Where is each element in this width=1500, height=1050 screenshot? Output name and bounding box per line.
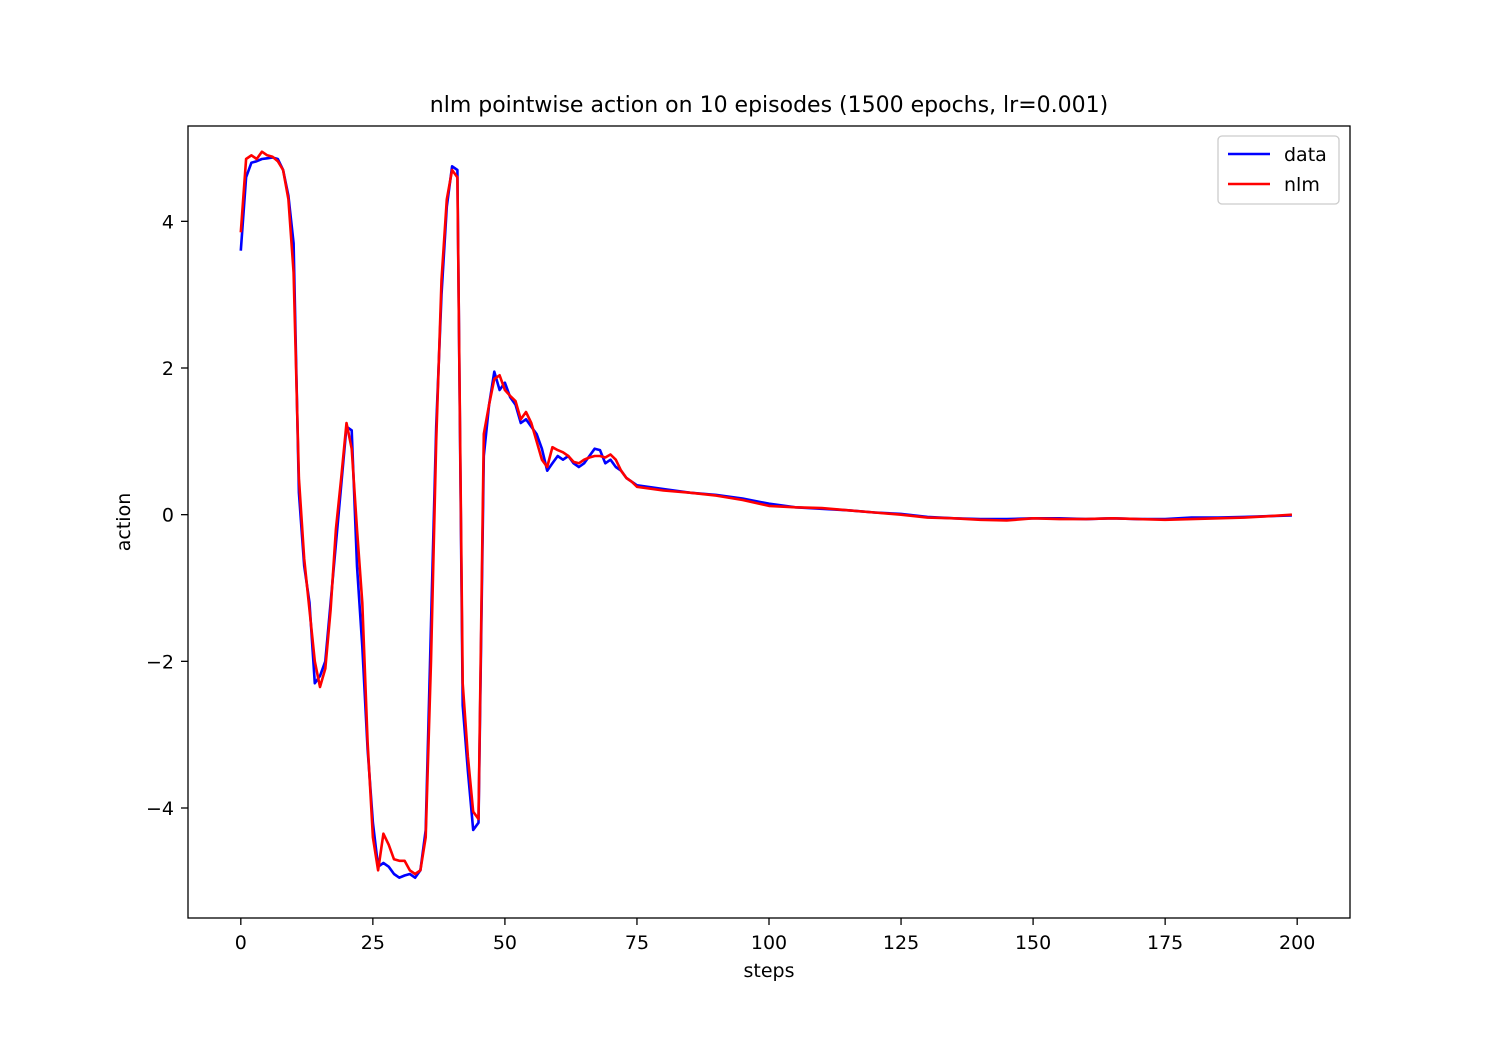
y-tick-label: 2 [162,358,174,380]
x-axis: 0 25 50 75 100 125 150 175 200 [235,918,1315,954]
x-tick-label: 125 [883,932,919,954]
series-layer [239,150,1292,879]
x-axis-label: steps [744,960,795,982]
plot-background [188,126,1350,918]
y-tick-label: −4 [146,798,174,820]
y-tick-label: 0 [162,505,174,527]
x-tick-label: 0 [235,932,247,954]
legend-label-nlm: nlm [1284,174,1320,196]
series-line-nlm [239,150,1292,876]
y-axis: −4 −2 0 2 4 [146,211,188,820]
plot-area [187,125,1351,919]
chart-title: nlm pointwise action on 10 episodes (150… [430,93,1108,118]
x-tick-label: 25 [361,932,385,954]
x-tick-label: 100 [751,932,787,954]
y-axis-label: action [113,493,135,551]
x-tick-label: 200 [1279,932,1315,954]
y-tick-label: 4 [162,211,174,233]
x-tick-label: 175 [1147,932,1183,954]
x-tick-label: 150 [1015,932,1051,954]
y-tick-label: −2 [146,651,174,673]
legend: data nlm [1217,135,1340,205]
x-tick-label: 75 [625,932,649,954]
x-tick-label: 50 [493,932,517,954]
legend-label-data: data [1284,144,1327,166]
